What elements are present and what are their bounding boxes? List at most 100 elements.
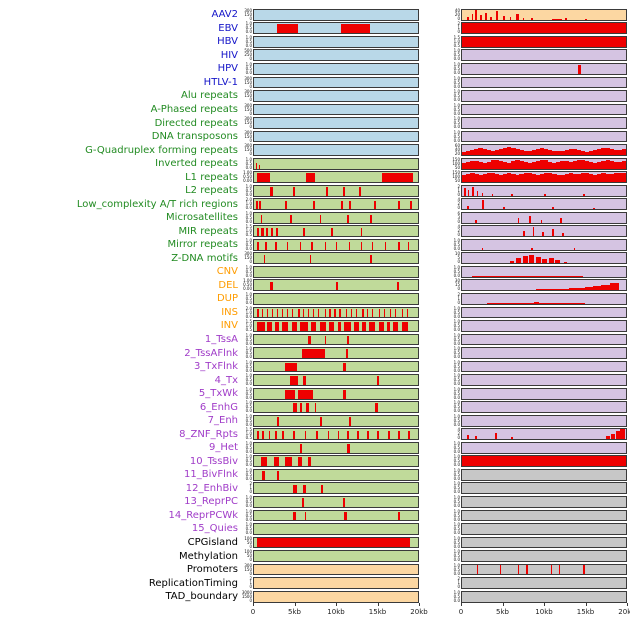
signal-mark (499, 565, 502, 575)
signal-mark (552, 173, 557, 183)
signal-mark (478, 148, 483, 155)
y-tick-label: 0.5 (245, 268, 252, 274)
signal-mark (620, 429, 626, 440)
track-panel-left (253, 117, 419, 129)
y-tick-label: 0.5 (453, 485, 460, 491)
track-panel-left (253, 22, 419, 35)
y-tick-label: 0.5 (453, 593, 460, 599)
y-axis-ticks: 300 150 0 (243, 90, 253, 102)
signal-mark (319, 417, 322, 426)
y-tick-label: 0.0 (245, 245, 252, 251)
y-tick-label: 0.0 (245, 29, 252, 35)
signal-mark (344, 512, 347, 521)
signal-mark (304, 512, 307, 521)
signal-mark (372, 309, 374, 318)
y-tick-label: 1.0 (453, 549, 460, 555)
signal-mark (503, 147, 508, 155)
y-tick-label: 1.5 (245, 224, 252, 230)
track-label: ReplicationTiming (148, 577, 238, 589)
track-row: Inverted repeats 1.0 0.5 0.0 150 100 50 (0, 157, 630, 171)
signal-mark (621, 148, 626, 155)
signal-mark (293, 187, 296, 196)
track-panel-left (253, 211, 419, 224)
track-row: Z-DNA motifs 300 150 0 10 5 0 (0, 252, 630, 266)
y-tick-label: 150 (452, 170, 460, 176)
y-axis-ticks: 1.0 0.5 0.0 (243, 62, 253, 75)
y-tick-label: 0.0 (245, 205, 252, 211)
track-row: Methylation 100 50 0 1.0 0.5 0.0 (0, 549, 630, 563)
y-axis-ticks: 1.0 0.5 0.0 (243, 495, 253, 508)
signal-mark (601, 284, 610, 291)
y-axis-ticks: 1.0 0.5 0.0 (447, 495, 461, 508)
y-tick-label: 1.0 (453, 102, 460, 108)
y-tick-label: 150 (244, 11, 252, 17)
signal-mark (306, 403, 309, 413)
y-tick-label: 0.0 (245, 408, 252, 414)
signal-mark (529, 215, 531, 223)
signal-mark (303, 484, 306, 494)
signal-mark (522, 230, 525, 237)
signal-mark (568, 173, 573, 183)
signal-mark (401, 322, 409, 331)
y-tick-label: 1.0 (453, 319, 460, 325)
y-tick-label: 150 (244, 106, 252, 112)
signal-mark (398, 430, 400, 440)
track-panel-left (253, 441, 419, 454)
signal-mark (291, 322, 297, 331)
y-tick-label: 0.5 (245, 160, 252, 166)
y-tick-label: 300 (244, 7, 252, 13)
y-tick-label: 1.0 (453, 440, 460, 446)
y-tick-label: 1.0 (245, 508, 252, 514)
y-tick-label: 0 (457, 191, 460, 197)
y-axis-ticks: 1.0 0.5 0.0 (243, 265, 253, 278)
y-tick-label: 1.0 (453, 48, 460, 54)
signal-mark (616, 430, 621, 440)
x-tick-label: 10kb (535, 608, 553, 617)
track-label: L1 repeats (185, 171, 238, 183)
track-panel-right (461, 401, 627, 414)
y-tick-label: 1.0 (453, 38, 460, 44)
signal-mark (466, 161, 471, 169)
signal-mark (347, 430, 350, 440)
y-axis-ticks: 300 150 0 (243, 103, 253, 116)
y-tick-label: 0.0 (453, 97, 460, 103)
signal-mark (576, 287, 585, 291)
y-tick-label: 0.5 (245, 417, 252, 423)
y-tick-label: 0 (249, 597, 252, 603)
track-label: 4_Tx (214, 374, 238, 386)
track-panel-right (461, 198, 627, 211)
track-panel-right (461, 252, 627, 265)
signal-mark (542, 259, 548, 264)
y-tick-label: 4 (457, 427, 460, 433)
signal-mark (336, 241, 338, 250)
signal-mark (530, 247, 533, 250)
signal-mark (355, 309, 357, 318)
track-label: Methylation (178, 550, 238, 562)
track-panel-right (461, 347, 627, 359)
y-tick-label: 0.5 (453, 553, 460, 559)
y-tick-label: 0.0 (453, 448, 460, 454)
signal-mark (480, 15, 482, 20)
y-axis-ticks: 500 250 0 (243, 49, 253, 61)
signal-mark (304, 430, 307, 440)
signal-mark (613, 173, 619, 183)
y-tick-label: 0.5 (453, 309, 460, 315)
signal-mark (350, 309, 353, 318)
signal-mark (466, 205, 469, 210)
signal-mark (360, 228, 363, 237)
y-axis-ticks: 60 40 20 (447, 144, 461, 156)
y-tick-label: 0.5 (453, 539, 460, 545)
signal-mark (344, 322, 351, 331)
signal-mark (486, 150, 491, 155)
y-tick-label: 0.5 (453, 390, 460, 396)
signal-mark (272, 309, 274, 318)
track-rows: AAV2 300 150 0 40 20 0 EBV 1.0 0.5 0.0 2 1 0 HBV 1.0 0.5… (0, 8, 630, 603)
y-tick-label: 0.0 (245, 42, 252, 48)
y-axis-ticks: 1.0 0.5 0.0 (447, 482, 461, 494)
y-tick-label: 0.5 (453, 363, 460, 369)
signal-mark (334, 309, 336, 318)
y-tick-label: 1.0 (245, 201, 252, 207)
